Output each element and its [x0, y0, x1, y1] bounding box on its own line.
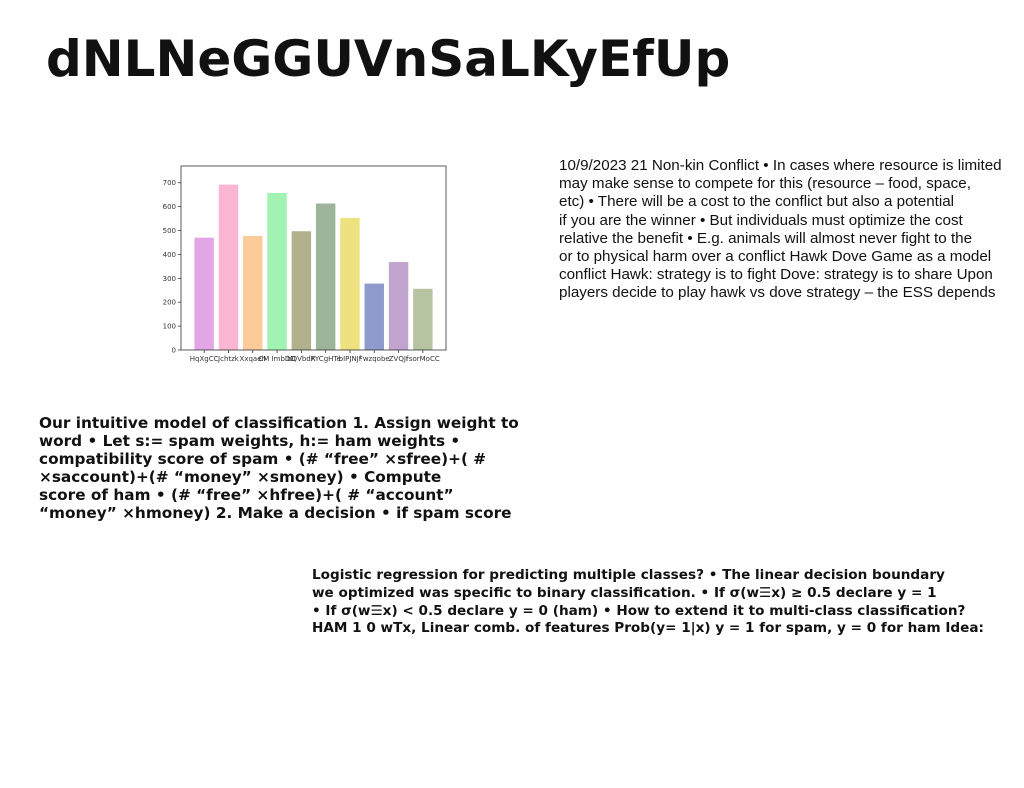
bar-chart: 0 100 200 300 400 500 600 700 HqXgCC Jchtzk Xxqaeh…: [140, 158, 460, 368]
y-tick-label: 200: [163, 299, 176, 307]
bar: [364, 283, 384, 350]
text-line: we optimized was specific to binary clas…: [312, 584, 937, 601]
text-line: word • Let s:= spam weights, h:= ham wei…: [39, 432, 461, 450]
bar: [340, 217, 360, 350]
x-tick-label: Fwzqobe: [359, 355, 390, 363]
x-tick-label: CM ImbDD: [258, 355, 295, 363]
text-line: conflict Hawk: strategy is to fight Dove…: [559, 266, 993, 284]
y-tick-label: 0: [172, 347, 176, 355]
text-line: • If σ(w☰x) < 0.5 declare y = 0 (ham) • …: [312, 602, 966, 619]
x-tick-label: bQVbdX: [287, 355, 316, 363]
text-line: etc) • There will be a cost to the confl…: [559, 193, 955, 211]
text-line: “money” ×hmoney) 2. Make a decision • if…: [39, 504, 512, 522]
bar: [243, 236, 263, 350]
bar: [388, 262, 409, 350]
x-tick-label: RYCgHTe: [311, 355, 341, 363]
text-line: HAM 1 0 wTx, Linear comb. of features Pr…: [312, 620, 984, 637]
bar: [267, 193, 287, 350]
y-tick-label: 100: [163, 323, 176, 331]
bar: [194, 237, 214, 350]
bar: [315, 203, 336, 350]
y-tick-label: 600: [163, 203, 176, 211]
text-block-logistic-regression: Logistic regression for predicting multi…: [312, 567, 1012, 638]
text-line: Our intuitive model of classification 1.…: [39, 414, 519, 432]
x-tick-label: rsorMoCC: [406, 355, 440, 363]
text-line: 10/9/2023 21 Non-kin Conflict • In cases…: [559, 157, 1002, 174]
bar: [218, 184, 239, 350]
text-line: Logistic regression for predicting multi…: [312, 567, 945, 583]
x-tick-label: Xxqaeh: [240, 355, 266, 363]
text-line: compatibility score of spam • (# “free” …: [39, 450, 487, 468]
text-line: players decide to play hawk vs dove stra…: [559, 284, 996, 302]
x-tick-label: Jchtzk: [217, 355, 240, 363]
y-tick-label: 400: [163, 251, 176, 259]
x-tick-label: HqXgCC: [190, 355, 219, 363]
text-line: score of ham • (# “free” ×hfree)+( # “ac…: [39, 486, 454, 504]
chart-svg: 0 100 200 300 400 500 600 700 HqXgCC Jchtzk Xxqaeh…: [163, 165, 447, 363]
text-line: may make sense to compete for this (reso…: [559, 175, 971, 193]
text-block-classification: Our intuitive model of classification 1.…: [39, 414, 539, 522]
text-block-non-kin-conflict: 10/9/2023 21 Non-kin Conflict • In cases…: [559, 157, 1024, 303]
plot-frame: [180, 165, 447, 351]
text-line: relative the benefit • E.g. animals will…: [559, 229, 973, 247]
text-line: or to physical harm over a conflict Hawk…: [559, 248, 992, 266]
bar: [413, 288, 433, 350]
text-line: ×saccount)+(# “money” ×smoney) • Compute: [39, 468, 442, 486]
text-line: if you are the winner • But individuals …: [559, 211, 963, 229]
y-tick-label: 700: [163, 179, 176, 187]
bar: [291, 231, 312, 350]
y-tick-label: 500: [163, 227, 176, 235]
y-tick-label: 300: [163, 275, 176, 283]
x-tick-label: ZVQJf: [389, 355, 409, 363]
x-tick-label: bIPJNJf: [339, 355, 362, 363]
page-title: dNLNeGGUVnSaLKyEfUp: [46, 30, 731, 88]
